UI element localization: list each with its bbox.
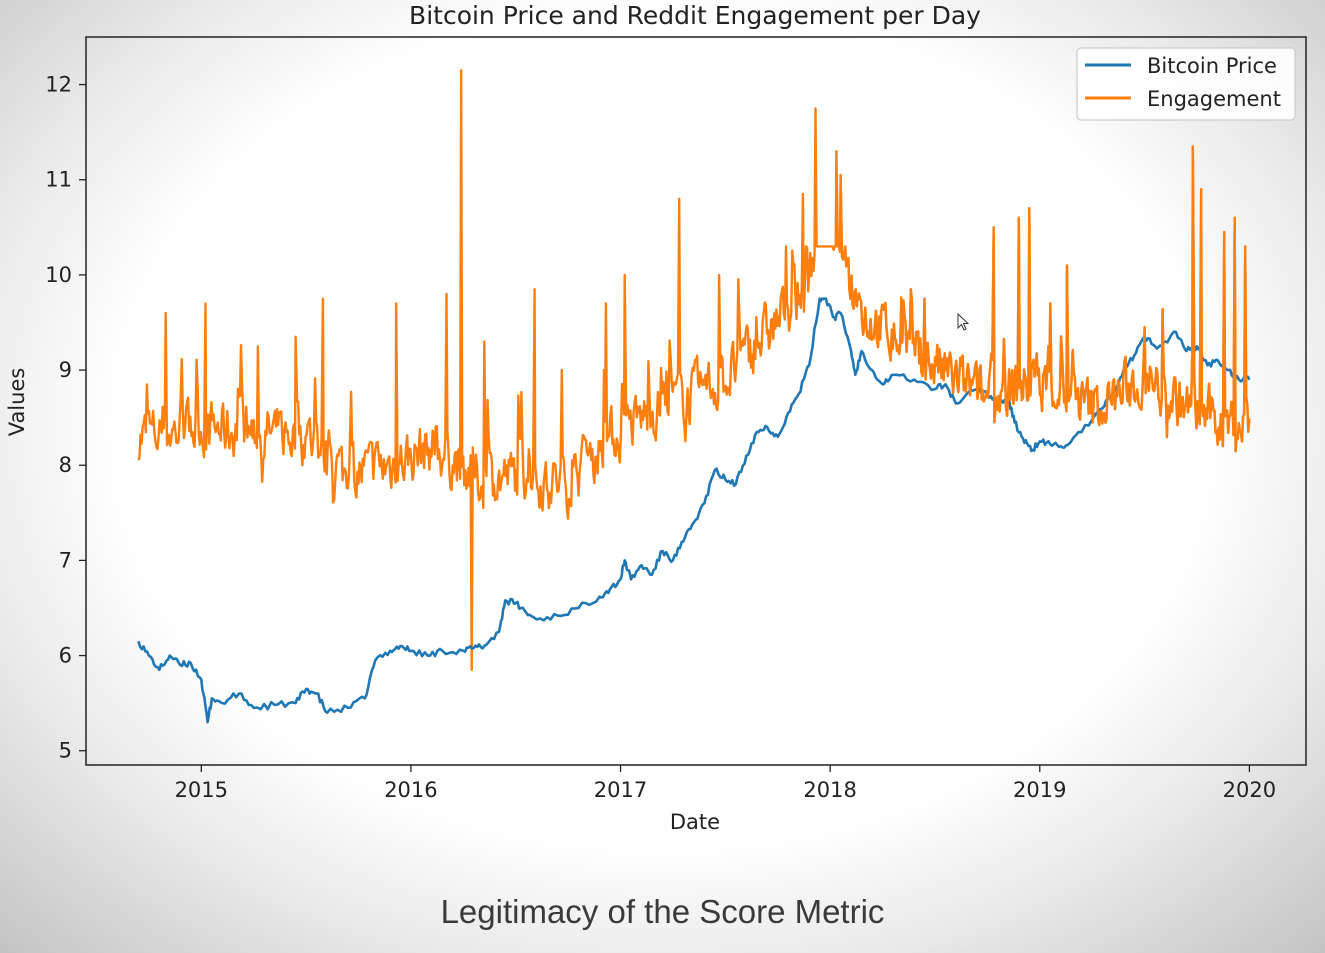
x-tick-label: 2017 xyxy=(594,778,647,802)
plot-area xyxy=(137,69,1251,724)
x-tick-label: 2020 xyxy=(1223,778,1276,802)
x-tick-label: 2019 xyxy=(1013,778,1066,802)
x-tick-label: 2016 xyxy=(384,778,437,802)
chart-title: Bitcoin Price and Reddit Engagement per … xyxy=(409,1,981,30)
x-tick-label: 2015 xyxy=(175,778,228,802)
y-tick-label: 9 xyxy=(59,358,72,382)
y-tick-label: 12 xyxy=(45,73,72,97)
x-axis-label: Date xyxy=(670,810,720,834)
plot-frame xyxy=(85,36,1307,766)
series-line-bitcoin-price xyxy=(137,297,1251,724)
x-tick-label: 2018 xyxy=(803,778,856,802)
legend: Bitcoin Price Engagement xyxy=(1076,47,1296,121)
y-tick-label: 6 xyxy=(59,644,72,668)
y-axis-label: Values xyxy=(5,368,29,437)
mouse-pointer-icon xyxy=(957,313,970,331)
y-axis: 5 6 7 8 9 10 11 12 xyxy=(45,73,86,763)
series-line-engagement xyxy=(137,69,1251,671)
series-line-engagement-overlay xyxy=(839,145,1251,453)
y-tick-label: 10 xyxy=(45,263,72,287)
legend-label-bitcoin-price: Bitcoin Price xyxy=(1147,54,1277,78)
legend-box xyxy=(1076,47,1296,121)
y-tick-label: 5 xyxy=(59,739,72,763)
y-tick-label: 8 xyxy=(59,453,72,477)
slide-caption: Legitimacy of the Score Metric xyxy=(440,893,885,930)
y-tick-label: 11 xyxy=(45,168,72,192)
legend-label-engagement: Engagement xyxy=(1147,87,1281,111)
y-tick-label: 7 xyxy=(59,548,72,572)
x-axis: 2015 2016 2017 2018 2019 2020 xyxy=(175,765,1276,802)
